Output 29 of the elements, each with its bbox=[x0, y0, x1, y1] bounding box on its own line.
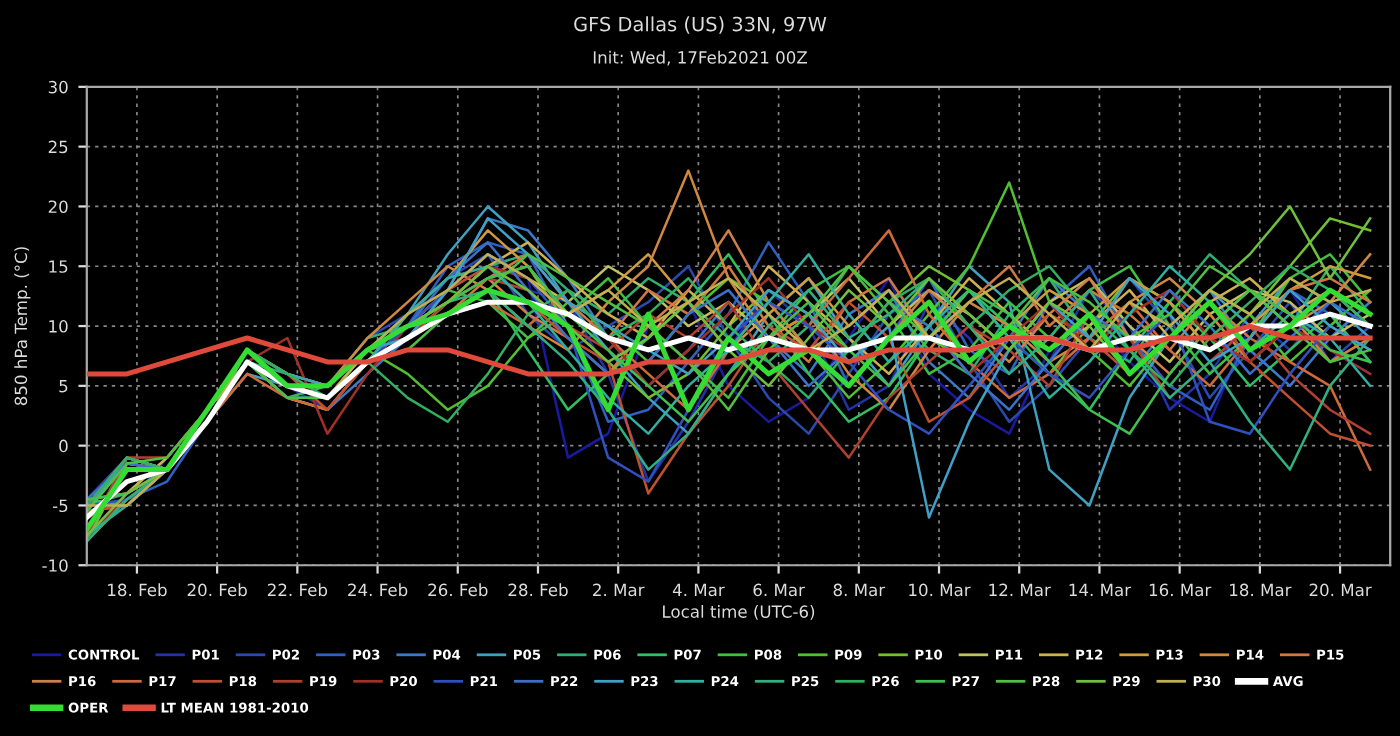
y-tick-label: 10 bbox=[49, 320, 68, 333]
x-tick-label: 10. Mar bbox=[909, 583, 971, 597]
x-tick-label: 18. Feb bbox=[108, 583, 167, 597]
x-tick-label: 8. Mar bbox=[833, 583, 886, 597]
x-tick-label: 12. Mar bbox=[989, 583, 1051, 597]
y-tick-label: -5 bbox=[52, 499, 68, 513]
x-tick-label: 6. Mar bbox=[753, 583, 805, 597]
x-tick-label: 20. Mar bbox=[1309, 583, 1372, 597]
y-tick-label: 25 bbox=[48, 140, 68, 154]
y-tick-label: 15 bbox=[49, 260, 68, 273]
x-tick-label: 16. Mar bbox=[1149, 583, 1212, 597]
y-tick-label: 5 bbox=[59, 380, 68, 393]
x-tick-label: 20. Feb bbox=[187, 583, 247, 597]
x-tick-label: 26. Feb bbox=[428, 583, 488, 597]
x-tick-label: 22. Feb bbox=[267, 583, 328, 597]
y-tick-label: -10 bbox=[42, 559, 68, 572]
x-axis-title: Local time (UTC-6) bbox=[663, 604, 815, 620]
y-axis-title: 850 hPa Temp. (°C) bbox=[14, 247, 31, 406]
y-tick-label: 30 bbox=[48, 80, 68, 94]
chart-subtitle: Init: Wed, 17Feb2021 00Z bbox=[593, 50, 808, 66]
chart-title: GFS Dallas (US) 33N, 97W bbox=[574, 16, 827, 34]
y-tick-label: 20 bbox=[48, 200, 68, 214]
x-tick-label: 2. Mar bbox=[593, 583, 645, 597]
x-tick-label: 24. Feb bbox=[348, 583, 408, 597]
x-tick-label: 14. Mar bbox=[1069, 583, 1132, 597]
x-tick-label: 4. Mar bbox=[672, 583, 725, 597]
y-tick-label: 0 bbox=[59, 439, 68, 453]
x-tick-label: 28. Feb bbox=[508, 583, 568, 597]
x-tick-label: 18. Mar bbox=[1230, 583, 1292, 597]
